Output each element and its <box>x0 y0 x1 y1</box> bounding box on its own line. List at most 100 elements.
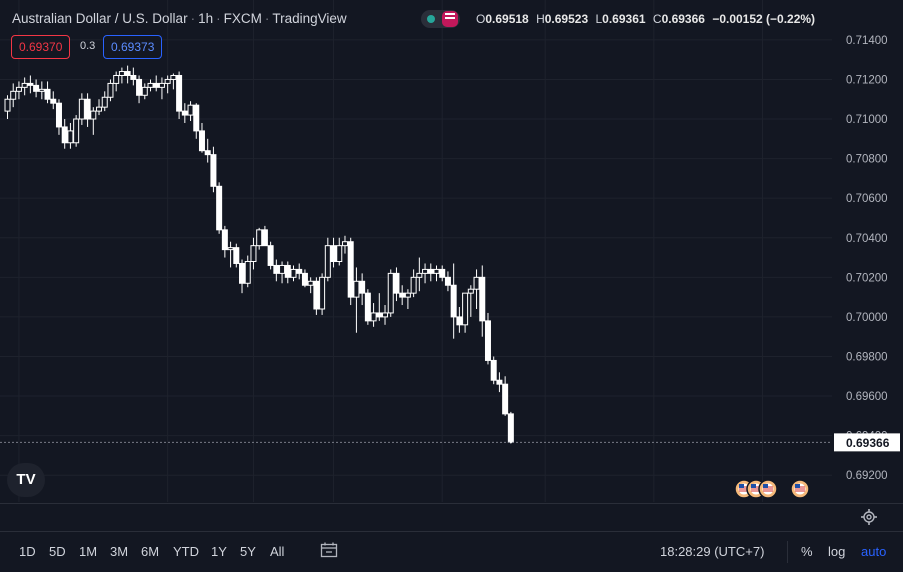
ohlc-legend: O0.69518 H0.69523 L0.69361 C0.69366 −0.0… <box>476 12 816 26</box>
y-tick-label: 0.71000 <box>846 114 888 126</box>
candle-body <box>55 102 62 128</box>
range-6m-button[interactable]: 6M <box>141 544 160 559</box>
candle-body <box>193 104 200 132</box>
y-tick-label: 0.71400 <box>846 35 888 47</box>
candle-body <box>124 71 131 76</box>
candle-body <box>353 280 360 298</box>
candle-body <box>136 78 143 96</box>
y-tick-label: 0.69200 <box>846 470 888 482</box>
ohlc-change: −0.00152 (−0.22%) <box>712 12 816 26</box>
candle-body <box>73 118 80 144</box>
candle-body <box>279 264 286 274</box>
candle-body <box>273 264 280 274</box>
candle-body <box>433 268 440 274</box>
candle-body <box>10 90 17 100</box>
candle-body <box>4 98 11 112</box>
candle-body <box>33 84 40 92</box>
menu-icon[interactable] <box>442 11 458 27</box>
range-1m-button[interactable]: 1M <box>79 544 98 559</box>
candle-body <box>296 268 303 274</box>
candle-body <box>216 185 223 231</box>
candle-body <box>118 71 125 76</box>
candle-body <box>21 82 28 88</box>
candle-body <box>176 74 183 112</box>
range-1y-button[interactable]: 1Y <box>211 544 227 559</box>
candle-body <box>359 280 366 294</box>
candle-body <box>462 292 469 326</box>
candle-body <box>107 82 114 98</box>
candle-body <box>341 241 348 247</box>
candle-body <box>444 276 451 286</box>
y-tick-label: 0.70000 <box>846 312 888 324</box>
percent-scale-button[interactable]: % <box>801 544 813 559</box>
candle-body <box>473 276 480 290</box>
range-5y-button[interactable]: 5Y <box>240 544 256 559</box>
y-tick-label: 0.70600 <box>846 193 888 205</box>
candle-body <box>38 88 45 92</box>
range-ytd-button[interactable]: YTD <box>173 544 199 559</box>
candle-body <box>382 312 389 318</box>
auto-scale-button[interactable]: auto <box>861 544 887 559</box>
candle-body <box>376 312 383 318</box>
market-status-toggle[interactable] <box>421 10 460 28</box>
last-price-badge <box>834 433 900 452</box>
candle-body <box>181 110 188 116</box>
candle-body <box>84 98 91 120</box>
y-tick-label: 0.70800 <box>846 154 888 166</box>
candle-body <box>313 280 320 310</box>
candle-body <box>27 82 34 86</box>
candle-body <box>227 247 234 251</box>
candle-body <box>233 247 240 264</box>
candle-body <box>324 245 331 278</box>
candle-body <box>370 312 377 322</box>
y-tick-label: 0.71200 <box>846 74 888 86</box>
candle-body <box>319 276 326 310</box>
candle-body <box>221 229 228 251</box>
candle-body <box>456 316 463 326</box>
chart-area[interactable]: 0.71400 0.71200 0.71000 0.70800 0.70600 0.704… <box>0 0 903 525</box>
sell-price-button[interactable]: 0.69370 <box>11 35 71 59</box>
y-tick-label: 0.69600 <box>846 391 888 403</box>
settings-gear-icon[interactable] <box>860 508 878 526</box>
event-flag-icon[interactable] <box>790 479 810 499</box>
source-label: TradingView <box>272 11 347 26</box>
event-flag-icon[interactable] <box>758 479 778 499</box>
tradingview-logo[interactable]: TV <box>7 463 45 497</box>
y-tick-label: 0.70200 <box>846 272 888 284</box>
candle-body <box>496 379 503 385</box>
range-3m-button[interactable]: 3M <box>110 544 129 559</box>
candle-body <box>170 74 177 80</box>
candle-body <box>479 276 486 322</box>
candle-body <box>502 383 509 415</box>
market-open-icon <box>427 15 435 23</box>
candle-body <box>422 268 429 274</box>
candle-body <box>67 130 74 144</box>
spread-value: 0.3 <box>80 40 96 52</box>
range-all-button[interactable]: All <box>270 544 285 559</box>
candle-body <box>307 280 314 286</box>
candle-body <box>290 268 297 278</box>
buy-price-button[interactable]: 0.69373 <box>103 35 163 59</box>
date-range-icon[interactable] <box>320 542 338 558</box>
candle-body <box>244 261 251 284</box>
candle-body <box>450 284 457 318</box>
ohlc-high: 0.69523 <box>544 12 589 26</box>
range-5d-button[interactable]: 5D <box>49 544 66 559</box>
candle-body <box>61 126 68 144</box>
clock-timezone[interactable]: 18:28:29 (UTC+7) <box>660 544 765 559</box>
interval-label[interactable]: 1h <box>198 11 214 26</box>
symbol-name[interactable]: Australian Dollar / U.S. Dollar <box>12 11 188 26</box>
candle-body <box>44 88 51 100</box>
candle-body <box>427 268 434 274</box>
candle-body <box>90 110 97 120</box>
candle-body <box>164 78 171 84</box>
candle-body <box>198 130 205 152</box>
ohlc-low: 0.69361 <box>602 12 646 26</box>
candle-body <box>330 245 337 263</box>
range-1d-button[interactable]: 1D <box>19 544 36 559</box>
candle-body <box>78 98 85 120</box>
candle-body <box>467 288 474 294</box>
log-scale-button[interactable]: log <box>828 544 846 559</box>
price-chart[interactable]: 0.71400 0.71200 0.71000 0.70800 0.70600 0.704… <box>0 0 903 523</box>
symbol-header[interactable]: Australian Dollar / U.S. Dollar · 1h · FXCM ·… <box>12 11 347 26</box>
